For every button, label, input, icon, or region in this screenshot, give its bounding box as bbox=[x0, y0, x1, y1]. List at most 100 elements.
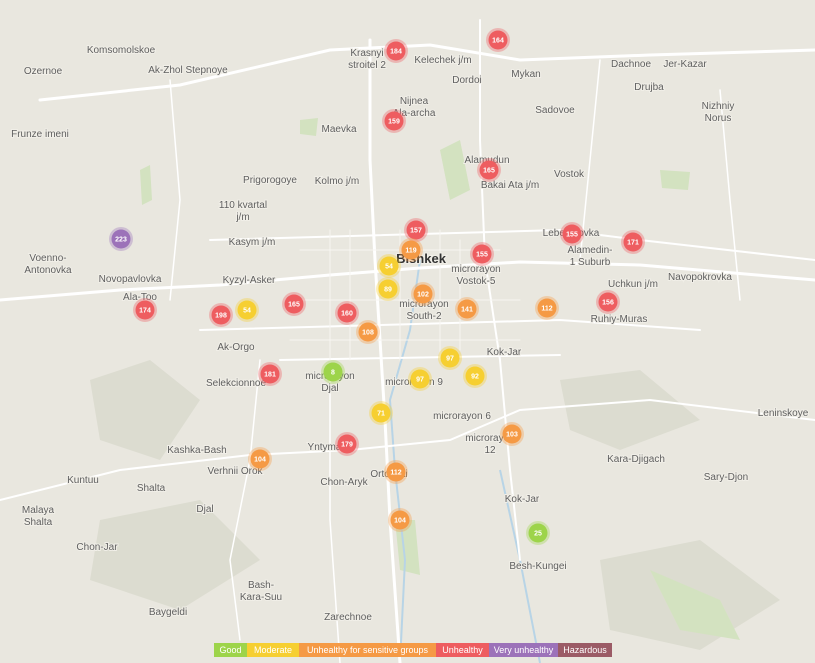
place-label: Kashka-Bash bbox=[167, 445, 226, 456]
marker-dot bbox=[379, 256, 399, 276]
legend: Good Moderate Unhealthy for sensitive grou… bbox=[214, 643, 612, 657]
place-label: Baygeldi bbox=[149, 607, 187, 618]
marker-value: 104 bbox=[394, 517, 406, 524]
place-label: Selekcionnoe bbox=[206, 378, 266, 389]
aqi-marker[interactable]: 54 bbox=[377, 254, 401, 278]
place-label: Sary-Djon bbox=[704, 472, 748, 483]
marker-value: 112 bbox=[390, 469, 401, 476]
place-label: microrayon bbox=[451, 264, 500, 275]
place-label: Shalta bbox=[24, 517, 53, 528]
marker-value: 164 bbox=[492, 37, 504, 44]
place-label: Navopokrovka bbox=[668, 272, 732, 283]
place-label: Bash- bbox=[248, 580, 274, 591]
place-label: Malaya bbox=[22, 505, 55, 516]
place-label: Djal bbox=[321, 383, 338, 394]
aqi-marker[interactable]: 104 bbox=[248, 447, 272, 471]
aqi-marker[interactable]: 102 bbox=[411, 282, 435, 306]
aqi-marker[interactable]: 141 bbox=[455, 297, 479, 321]
aqi-marker[interactable]: 97 bbox=[408, 367, 432, 391]
aqi-markers: 184 164 159 165 157 119 155 155 171 223 54 89 102 141… bbox=[109, 28, 645, 545]
marker-dot bbox=[260, 364, 280, 384]
aqi-marker[interactable]: 108 bbox=[356, 320, 380, 344]
aqi-marker[interactable]: 54 bbox=[235, 298, 259, 322]
place-label: Prigorogoye bbox=[243, 175, 297, 186]
marker-dot bbox=[135, 300, 155, 320]
aqi-marker[interactable]: 184 bbox=[384, 39, 408, 63]
marker-value: 54 bbox=[385, 263, 393, 270]
marker-value: 54 bbox=[243, 307, 251, 314]
place-label: Chon-Jar bbox=[76, 542, 118, 553]
aqi-marker[interactable]: 157 bbox=[404, 218, 428, 242]
place-label: Sadovoe bbox=[535, 105, 575, 116]
marker-dot bbox=[537, 298, 557, 318]
marker-dot bbox=[502, 424, 522, 444]
aqi-marker[interactable]: 223 bbox=[109, 227, 133, 251]
aqi-marker[interactable]: 103 bbox=[500, 422, 524, 446]
aqi-marker[interactable]: 92 bbox=[463, 364, 487, 388]
marker-value: 8 bbox=[331, 369, 335, 376]
aqi-marker[interactable]: 198 bbox=[209, 303, 233, 327]
marker-dot bbox=[386, 41, 406, 61]
aqi-marker[interactable]: 89 bbox=[376, 277, 400, 301]
place-label: Alamedin- bbox=[567, 245, 612, 256]
place-label: Ak-Orgo bbox=[217, 342, 255, 353]
aqi-marker[interactable]: 25 bbox=[526, 521, 550, 545]
marker-value: 103 bbox=[506, 431, 518, 438]
aqi-marker[interactable]: 119 bbox=[399, 238, 423, 262]
place-label: Verhnii Orok bbox=[207, 466, 263, 477]
place-label: Nizhniy bbox=[702, 101, 735, 112]
marker-dot bbox=[472, 244, 492, 264]
aqi-marker[interactable]: 171 bbox=[621, 230, 645, 254]
place-label: Uchkun j/m bbox=[608, 279, 658, 290]
aqi-marker[interactable]: 112 bbox=[535, 296, 559, 320]
aqi-marker[interactable]: 155 bbox=[470, 242, 494, 266]
aqi-marker[interactable]: 8 bbox=[321, 360, 345, 384]
aqi-marker[interactable]: 181 bbox=[258, 362, 282, 386]
marker-value: 108 bbox=[362, 329, 374, 336]
marker-value: 25 bbox=[534, 530, 542, 537]
aqi-marker[interactable]: 165 bbox=[282, 292, 306, 316]
place-label: j/m bbox=[235, 212, 249, 223]
marker-value: 97 bbox=[416, 376, 424, 383]
marker-value: 155 bbox=[566, 231, 578, 238]
aqi-marker[interactable]: 155 bbox=[560, 222, 584, 246]
marker-value: 165 bbox=[288, 301, 300, 308]
roads bbox=[0, 19, 815, 663]
place-label: microrayon bbox=[399, 299, 448, 310]
marker-value: 157 bbox=[410, 227, 422, 234]
place-label: Shalta bbox=[137, 483, 166, 494]
marker-dot bbox=[413, 284, 433, 304]
marker-dot bbox=[440, 348, 460, 368]
aqi-marker[interactable]: 164 bbox=[486, 28, 510, 52]
marker-value: 181 bbox=[264, 371, 276, 378]
place-label: Dordoi bbox=[452, 75, 481, 86]
aqi-marker[interactable]: 156 bbox=[596, 290, 620, 314]
place-label: Ak-Zhol Stepnoye bbox=[148, 65, 228, 76]
legend-label: Good bbox=[219, 645, 241, 655]
place-label: Kara-Djigach bbox=[607, 454, 665, 465]
aqi-marker[interactable]: 179 bbox=[335, 432, 359, 456]
marker-dot bbox=[358, 322, 378, 342]
legend-label: Hazardous bbox=[563, 645, 607, 655]
aqi-marker[interactable]: 160 bbox=[335, 301, 359, 325]
aqi-marker[interactable]: 104 bbox=[388, 508, 412, 532]
place-label: Maevka bbox=[321, 124, 356, 135]
legend-label: Unhealthy bbox=[442, 645, 483, 655]
aqi-marker[interactable]: 159 bbox=[382, 109, 406, 133]
place-label: Novopavlovka bbox=[99, 274, 162, 285]
legend-label: Moderate bbox=[254, 645, 292, 655]
aqi-marker[interactable]: 97 bbox=[438, 346, 462, 370]
marker-dot bbox=[378, 279, 398, 299]
aqi-marker[interactable]: 112 bbox=[384, 460, 408, 484]
place-label: Kelechek j/m bbox=[414, 55, 471, 66]
aqi-marker[interactable]: 174 bbox=[133, 298, 157, 322]
place-label: Ozernoe bbox=[24, 66, 63, 77]
aqi-marker[interactable]: 71 bbox=[369, 401, 393, 425]
place-label: Chon-Aryk bbox=[320, 477, 368, 488]
place-label: Kara-Suu bbox=[240, 592, 282, 603]
aqi-marker[interactable]: 165 bbox=[477, 158, 501, 182]
place-label: Voenno- bbox=[29, 253, 66, 264]
legend-swatch bbox=[247, 643, 299, 657]
marker-value: 102 bbox=[417, 291, 429, 298]
legend-swatch bbox=[489, 643, 558, 657]
